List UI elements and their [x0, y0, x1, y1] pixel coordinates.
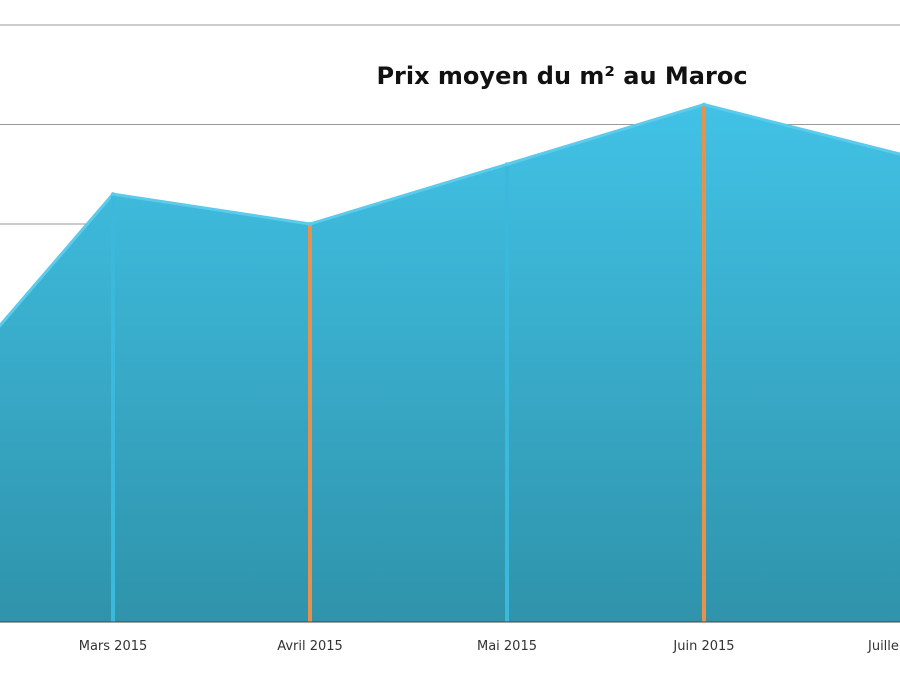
- data-point: [111, 192, 115, 197]
- data-point: [505, 162, 509, 167]
- data-point: [308, 222, 312, 226]
- x-tick-label: Mai 2015: [477, 639, 537, 654]
- x-tick-label: Juille: [867, 639, 899, 654]
- x-tick-label: Mars 2015: [79, 639, 148, 654]
- data-point: [702, 102, 706, 107]
- area-series: [0, 104, 900, 622]
- chart-title: Prix moyen du m² au Maroc: [376, 62, 748, 90]
- x-tick-label: Avril 2015: [277, 639, 343, 654]
- series-line: [0, 103, 900, 328]
- x-tick-label: Juin 2015: [672, 639, 734, 654]
